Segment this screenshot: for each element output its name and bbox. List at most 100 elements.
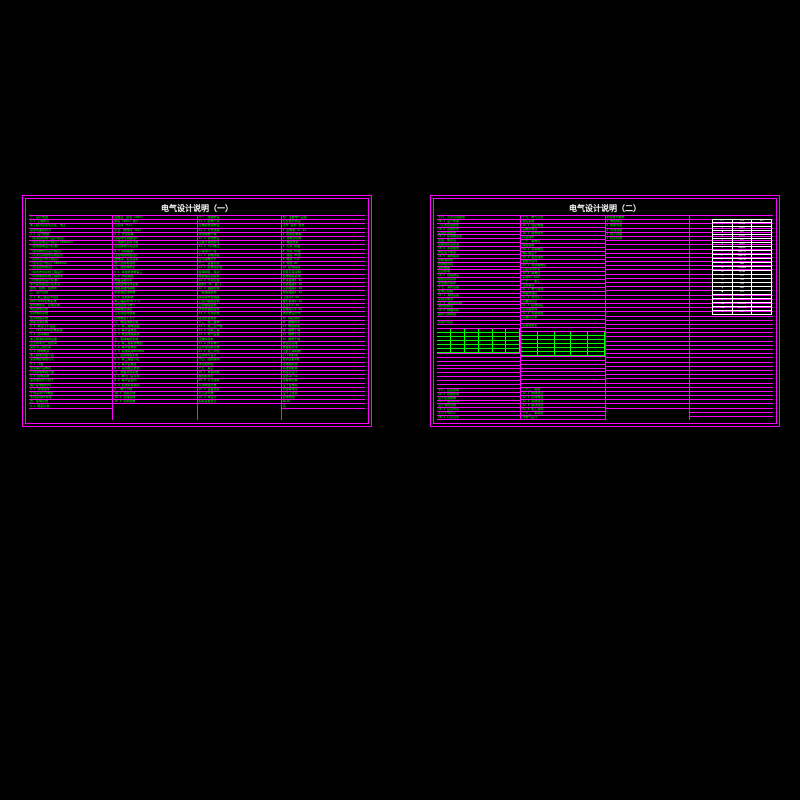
cad-canvas: 电气设计说明（一） 一、设计依据1.1 工程概况本工程为某住宅小区，地上总建筑面…	[0, 0, 800, 800]
note-text: 10 接地扁钢	[283, 266, 300, 269]
note-text: 距地1.3m，距门	[199, 283, 221, 286]
text-column: 起居室、卧室 100lx厨房 100lx 餐厅卫生间 75lx走道、楼梯间 30…	[113, 216, 197, 420]
text-column: 一、设计依据1.1 工程概况本工程为某住宅小区，地上总建筑面积约为1.2 设计依…	[29, 216, 113, 420]
note-text: 3.4 配电系统	[30, 375, 49, 378]
note-text: 7 插座 86型	[283, 254, 301, 257]
note-text: 2 照明配电箱	[283, 233, 302, 236]
note-text: 开关距地1.3m	[283, 279, 302, 282]
note-text: CT 电缆桥架	[283, 325, 300, 328]
note-text: 2.1 本工程设计包括	[30, 296, 58, 299]
note-text: 21.2 防雷引下	[522, 296, 543, 299]
note-text: 3.1 负荷等级	[30, 333, 49, 336]
note-text: 6.3 电话线路采用	[114, 333, 139, 336]
note-text: 室外±0.5m	[283, 375, 298, 378]
note-text: 配电及控制	[438, 290, 453, 293]
note-text: 不小于30min	[438, 412, 456, 415]
sheet-content-1: 一、设计依据1.1 工程概况本工程为某住宅小区，地上总建筑面积约为1.2 设计依…	[29, 216, 365, 420]
note-text: 十八、应急照明	[438, 389, 459, 392]
note-text: 1.电缆敷设	[607, 220, 623, 223]
note-text: 5.标识标牌	[607, 237, 623, 240]
note-text: 16.4 手动报警	[438, 247, 459, 250]
note-text: 16.3 探测器设置	[438, 235, 462, 238]
note-text: 二、设计范围	[30, 291, 48, 294]
text-column: 十九、电气火灾监控系统19.1 在配电箱设剩余电流19.2 报警信号传至消防二十…	[521, 216, 605, 420]
note-text: 厨房操作台插座	[199, 296, 220, 299]
note-text: 12.4 灯具安装	[199, 312, 220, 315]
note-text: 利用基础内钢筋	[114, 287, 135, 290]
note-text: WC 暗敷于墙	[283, 329, 300, 332]
note-text: 3.2 供电电源	[30, 350, 49, 353]
note-text: 走道、楼梯间 30lx	[114, 229, 141, 232]
note-text: 十四、图例说明	[199, 358, 220, 361]
note-text: 序号 名称 型号	[283, 224, 305, 227]
note-text: 为电气设计	[522, 416, 537, 419]
note-text: 7.2 每户设电视	[114, 346, 136, 349]
note-text: 应急灯2.3m	[283, 304, 299, 307]
embedded-table	[437, 329, 520, 354]
note-text: 《低压配电设计规范》GB50054	[30, 241, 73, 244]
note-text: 《有线电视系统工程技术	[30, 275, 63, 278]
note-text: 17.1 消防设备	[438, 294, 459, 297]
sheet-title-1: 电气设计说明（一）	[161, 203, 233, 214]
note-text: 二十一、施工	[522, 280, 540, 283]
note-text: 地下室照明就地	[114, 262, 135, 265]
legend-row: ⏚接地	[712, 311, 772, 315]
sheet-border-inner: 电气设计说明（一） 一、设计依据1.1 工程概况本工程为某住宅小区，地上总建筑面…	[25, 198, 369, 424]
note-text: 甲方提供的设计任务书	[30, 283, 60, 286]
note-text: 22.4 联动测试	[522, 404, 543, 407]
note-text: 设备用房设感温	[438, 243, 459, 246]
drawing-sheet-2: 电气设计说明（二） 十六、火灾自动报警16.1 设计依据《火灾自动报警16.2 …	[430, 195, 780, 427]
note-text: 控制消防泵	[438, 259, 453, 262]
note-text: 18.2 备用照明	[438, 401, 459, 404]
title-bar-1: 电气设计说明（一）	[29, 202, 365, 216]
note-text: 由防火阀联锁	[438, 313, 456, 316]
note-text: 干线采用YJV电缆	[30, 392, 53, 395]
note-text: 13.3 电气设备	[199, 333, 220, 336]
note-text: 宽带网络系统	[30, 317, 48, 320]
note-text: 本工程消防用电设备	[30, 338, 57, 341]
note-text: 《住宅建筑规范》	[30, 266, 54, 269]
note-text: 应做好接地	[199, 338, 214, 341]
note-text: 《智能建筑设计标准》	[30, 279, 60, 282]
note-text: 采用电缆埋地引入	[30, 358, 54, 361]
note-text: 9.2 每户设室内	[114, 379, 136, 382]
note-text: 端子箱设于	[522, 252, 537, 255]
note-text: 按钮设于各层	[438, 251, 456, 254]
note-text: 8.2 每户设信息	[114, 363, 136, 366]
note-text: 按国家现行	[199, 375, 214, 378]
text-column: 十一、线路敷设11.1 配电干线沿电缆桥架敷设11.2 分支线路穿管暗敷于墙11…	[198, 216, 282, 420]
note-text: 22.1 绝缘测试	[522, 392, 543, 395]
note-text: 20.4 等电位	[522, 272, 540, 275]
note-text: 壁灯距地2.2m	[283, 300, 302, 303]
note-text: 应及时与设计	[199, 354, 217, 357]
note-text: 1 配电箱 XL-21	[283, 229, 306, 232]
note-text: 16.2 系统形式	[438, 228, 459, 231]
note-text: 16.6 线路敷设	[438, 274, 459, 277]
note-text: 利用结构柱内主筋	[114, 283, 138, 286]
note-text: 8.3 采用超五类线	[114, 367, 139, 370]
note-text: 二十二、验收	[522, 388, 540, 391]
note-text: SC 焊接钢管	[283, 317, 300, 320]
text-column: 十六、火灾自动报警16.1 设计依据《火灾自动报警16.2 系统形式采用集中报警…	[437, 216, 521, 420]
note-text: 十二、设备安装	[199, 262, 220, 265]
note-text: 应符合国家标准	[199, 346, 220, 349]
note-text: 支线采用BV导线	[30, 396, 52, 399]
note-text: 普通插座0.3m	[283, 283, 302, 286]
note-text: 本工程采用TN-C-S	[114, 300, 140, 303]
note-text: 《建筑设计防火规范》	[30, 258, 60, 261]
note-text: 不得穿同一管	[199, 250, 217, 253]
note-text: 其余为三级负荷	[30, 346, 51, 349]
note-text: 220/380V配电系统	[30, 300, 56, 303]
note-text: 沿电缆桥架敷设	[199, 224, 220, 227]
note-text: 报警总线采用	[438, 278, 456, 281]
note-text: 负荷计算表	[438, 321, 453, 324]
note-text: 1.2 设计依据	[30, 233, 49, 236]
note-text: 12.3 插座安装	[199, 287, 220, 290]
note-text: 12.1 配电箱安装	[199, 266, 223, 269]
note-text: 2.2 本设计不包括	[30, 325, 55, 328]
note-text: 5.1 本建筑物按第三	[114, 271, 142, 274]
note-text: 9 导线 BV	[283, 262, 298, 265]
note-text: 17.3 排烟风机	[438, 309, 459, 312]
note-text: 11.2 分支线路	[199, 229, 220, 232]
note-text: 13.2 隐蔽工程	[199, 329, 220, 332]
